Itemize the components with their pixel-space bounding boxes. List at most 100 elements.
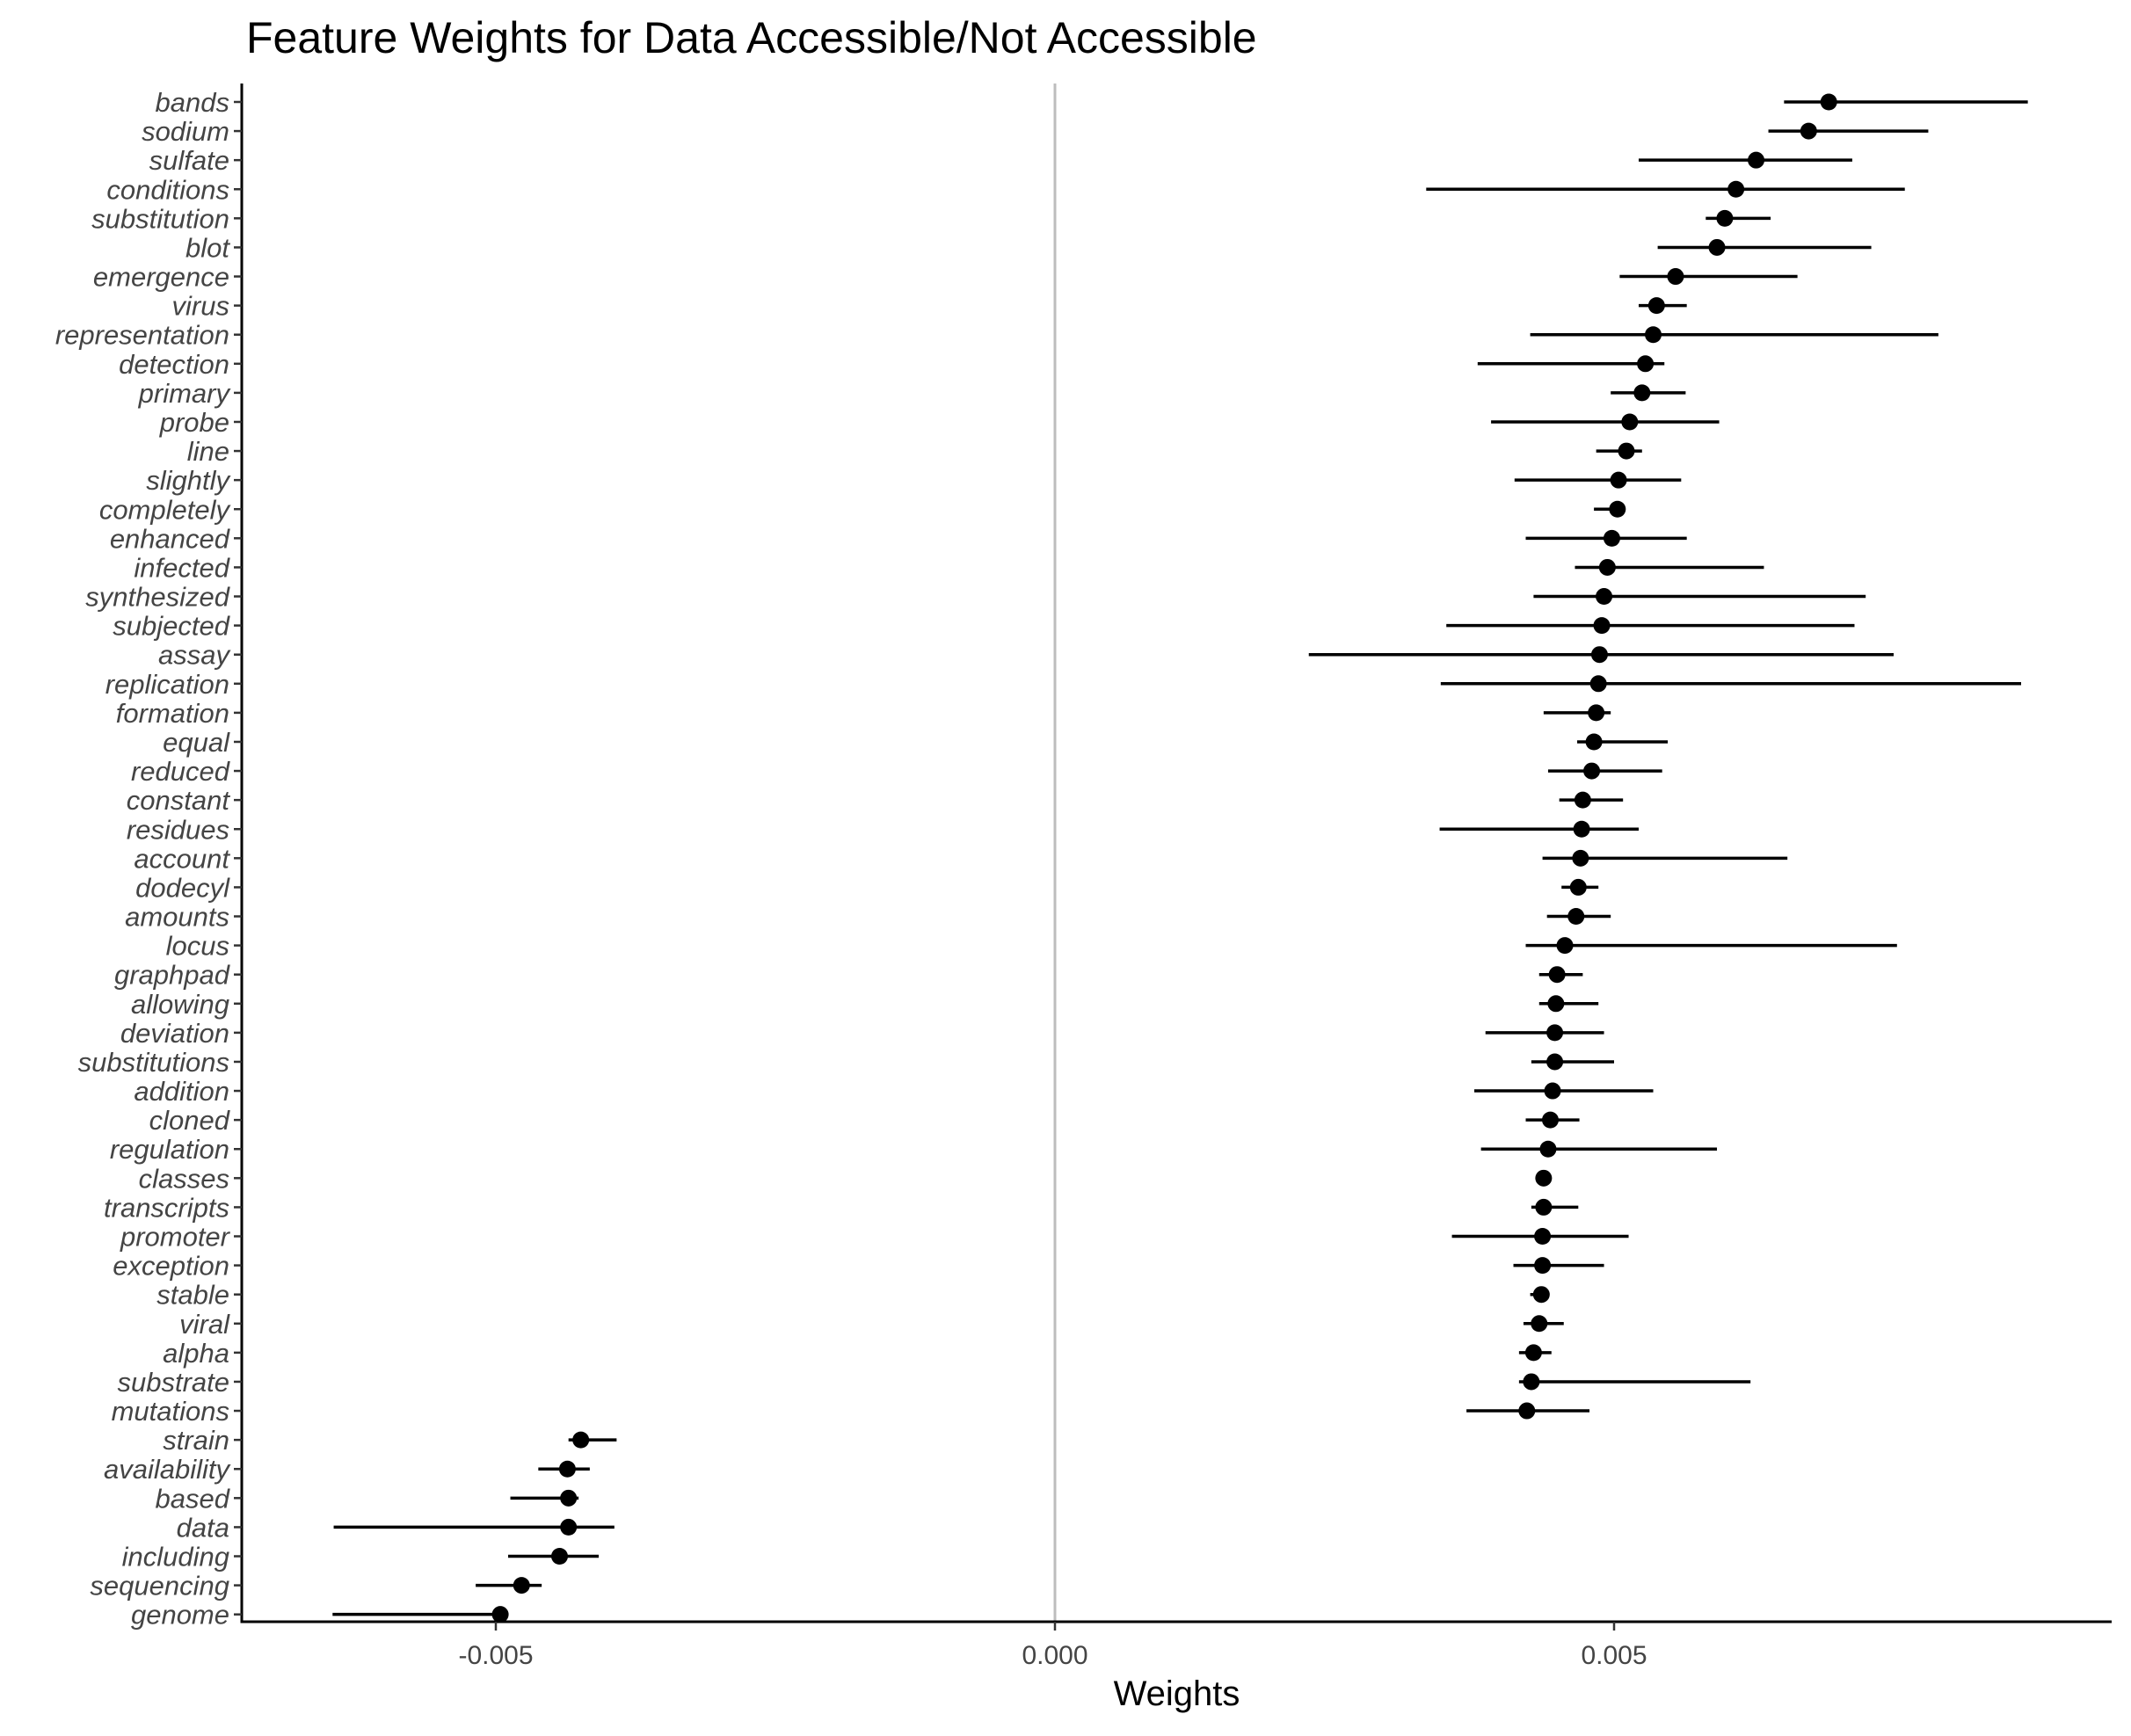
y-tick-label: graphpad [114, 960, 231, 991]
y-tick-label: cloned [149, 1105, 231, 1136]
y-tick-label: including [122, 1542, 229, 1573]
axes [234, 84, 2112, 1623]
data-point [560, 1489, 578, 1507]
y-tick-label: primary [138, 378, 232, 409]
chart-title: Feature Weights for Data Accessible/Not … [246, 13, 1257, 62]
y-tick-label: deviation [120, 1018, 229, 1049]
y-tick-label: classes [139, 1163, 229, 1194]
y-tick-label: promoter [120, 1222, 231, 1253]
y-tick-label: viral [179, 1309, 230, 1340]
data-point [1544, 1082, 1561, 1100]
data-point [1647, 297, 1665, 315]
x-tick-label: -0.005 [458, 1641, 533, 1670]
y-tick-label: virus [172, 291, 229, 322]
y-tick-label: constant [127, 785, 231, 816]
data-point [1532, 1286, 1550, 1304]
y-tick-label: genome [131, 1600, 229, 1631]
data-point [1598, 558, 1616, 576]
y-tick-label: transcripts [104, 1192, 229, 1223]
y-tick-label: amounts [125, 902, 229, 933]
y-tick-label: completely [99, 494, 232, 525]
data-point [1531, 1315, 1548, 1333]
data-point [1524, 1344, 1542, 1362]
data-point [1596, 588, 1613, 606]
x-axis-title: Weights [1114, 1674, 1240, 1713]
y-tick-label: based [156, 1483, 231, 1514]
data-point [560, 1518, 578, 1536]
data-point [1567, 908, 1585, 926]
y-tick-label: data [177, 1512, 229, 1543]
data-point [1637, 355, 1655, 373]
data-point [1590, 646, 1608, 664]
data-point [1518, 1402, 1536, 1420]
y-tick-label: line [187, 436, 229, 467]
x-axis-ticks: -0.005 0.000 0.005 [458, 1622, 1647, 1670]
data-point [1748, 151, 1765, 169]
data-point [1585, 733, 1603, 751]
y-tick-label: replication [105, 669, 229, 700]
data-point [513, 1577, 530, 1594]
data-point [558, 1460, 576, 1478]
data-point [1800, 122, 1817, 140]
data-point [1593, 617, 1611, 635]
data-point [1610, 471, 1627, 489]
data-point [1556, 937, 1574, 955]
data-point [1569, 878, 1587, 896]
data-point [491, 1606, 509, 1623]
data-point [1727, 180, 1745, 198]
y-tick-label: slightly [146, 465, 231, 496]
y-tick-label: locus [166, 931, 229, 962]
x-tick-label: 0.005 [1581, 1641, 1647, 1670]
data-point [1618, 442, 1635, 460]
y-tick-label: regulation [110, 1134, 229, 1165]
data-point [1603, 529, 1620, 547]
data-point [1708, 238, 1726, 256]
y-tick-label: mutations [112, 1396, 229, 1427]
data-point [1633, 384, 1651, 402]
data-point [1589, 675, 1607, 693]
y-tick-label: emergence [93, 262, 229, 293]
y-tick-label: stable [156, 1280, 229, 1311]
data-point [1583, 762, 1601, 780]
data-point [1539, 1140, 1557, 1158]
data-point [1541, 1111, 1559, 1129]
data-point [1523, 1373, 1540, 1391]
y-tick-label: formation [116, 698, 229, 729]
data-point [1535, 1169, 1553, 1187]
data-point [1535, 1198, 1553, 1216]
y-tick-label: equal [163, 727, 230, 758]
data-point [1820, 93, 1837, 111]
feature-weights-series [332, 93, 2028, 1623]
y-tick-label: detection [119, 349, 229, 380]
data-point [1546, 1024, 1564, 1042]
y-tick-label: residues [127, 814, 229, 845]
data-point [1546, 1053, 1564, 1071]
y-tick-label: allowing [131, 989, 229, 1020]
data-point [1588, 704, 1605, 722]
data-point [1547, 995, 1565, 1013]
data-point [1548, 966, 1566, 984]
data-point [1645, 326, 1662, 344]
x-tick-label: 0.000 [1022, 1641, 1087, 1670]
data-point [1609, 500, 1626, 518]
y-tick-label: conditions [106, 174, 229, 205]
y-tick-label: strain [163, 1425, 229, 1456]
y-tick-label: dodecyl [135, 872, 230, 903]
y-tick-label: substitutions [78, 1047, 229, 1078]
y-tick-label: synthesized [85, 582, 230, 613]
y-tick-label: alpha [163, 1338, 229, 1369]
y-tick-label: assay [158, 640, 231, 671]
y-axis-labels: bandssodiumsulfateconditionssubstitution… [55, 87, 232, 1631]
y-tick-label: subjected [113, 611, 230, 642]
y-tick-label: addition [134, 1076, 229, 1107]
data-point [1667, 268, 1684, 286]
y-tick-label: substrate [117, 1367, 229, 1398]
y-tick-label: enhanced [110, 523, 231, 554]
y-tick-label: bands [156, 87, 229, 118]
y-tick-label: substitution [91, 203, 229, 234]
data-point [1716, 209, 1734, 227]
data-point [1534, 1257, 1552, 1275]
y-tick-label: sodium [142, 116, 229, 147]
y-tick-label: sequencing [90, 1571, 229, 1602]
data-point [1573, 820, 1590, 838]
